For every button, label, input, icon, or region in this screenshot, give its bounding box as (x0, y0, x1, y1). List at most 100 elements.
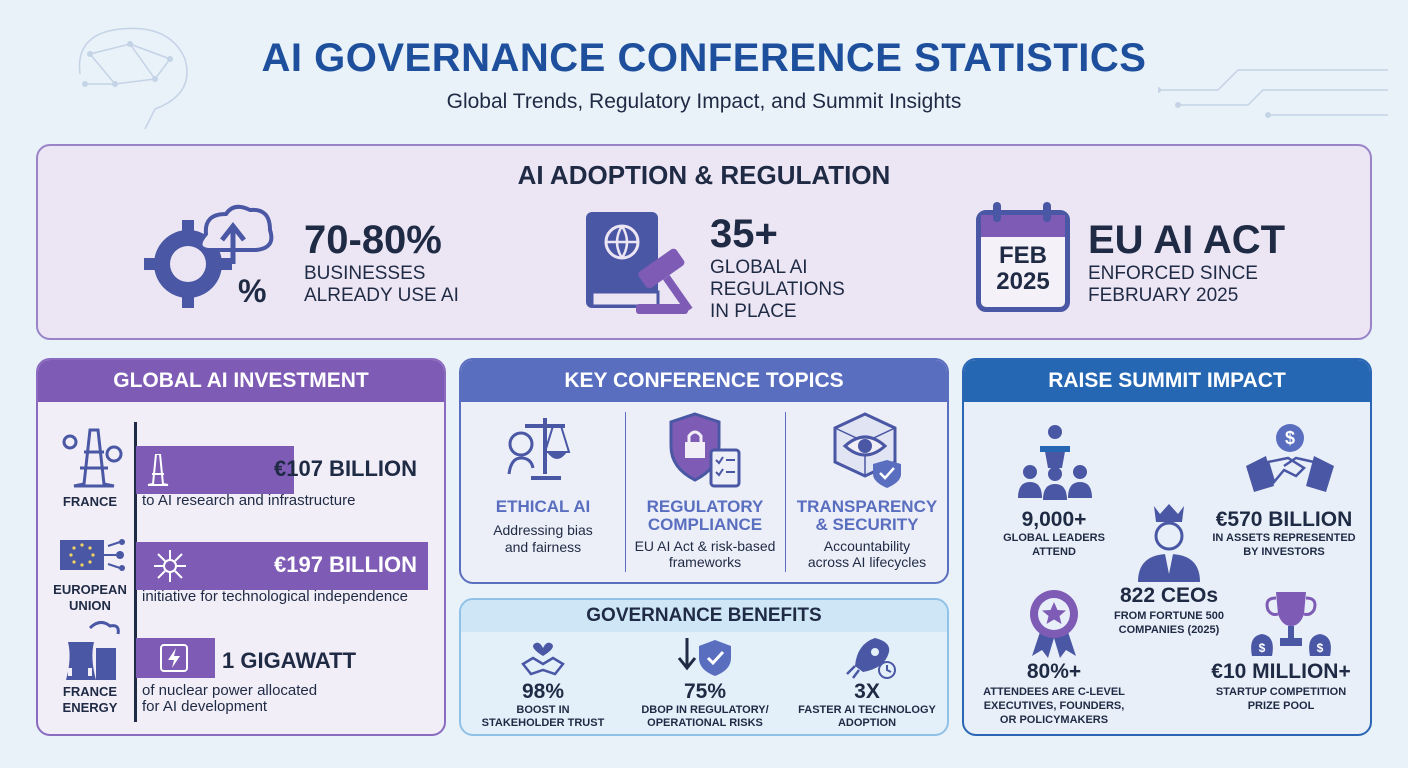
raise-value: €10 MILLION+ (1211, 660, 1351, 683)
raise-value: 80%+ (1026, 660, 1082, 683)
calendar-ring (1043, 202, 1051, 222)
eye-cube-shield-icon (833, 412, 901, 488)
regulations-stat-line: IN PLACE (710, 301, 797, 322)
svg-text:%: % (238, 273, 266, 309)
raise-desc: OR POLICYMAKERS (999, 714, 1109, 726)
raise-desc: ATTEND (1032, 546, 1076, 558)
benefit-desc: FASTER AI TECHNOLOGY (798, 704, 936, 716)
topic-title: REGULATORY (646, 497, 764, 516)
raise-desc: GLOBAL LEADERS (1003, 532, 1105, 544)
investment-bar (136, 446, 294, 494)
eu-act-stat-line: FEBRUARY 2025 (1088, 285, 1239, 306)
benefit-value: 75% (683, 680, 727, 703)
raise-desc: FROM FORTUNE 500 (1113, 610, 1224, 622)
regulations-stat-line: GLOBAL AI (710, 257, 808, 278)
lightning-icon (160, 644, 188, 672)
handshake-dollar-icon: $ (1246, 424, 1334, 492)
topic-desc: across AI lifecycles (807, 554, 927, 570)
arrow-down-shield-icon (677, 638, 731, 676)
calendar-year: 2025 (996, 268, 1050, 295)
investment-amount: €197 BILLION (274, 552, 418, 577)
calendar-icon: FEB 2025 (976, 210, 1070, 312)
raise-value: 9,000+ (1021, 508, 1087, 531)
benefit-desc: DBOP IN REGULATORY/ (641, 704, 769, 716)
investment-heading: GLOBAL AI INVESTMENT (38, 360, 444, 402)
investment-desc: to AI research and infrastructure (142, 492, 356, 509)
benefits-heading: GOVERNANCE BENEFITS (461, 600, 947, 632)
investment-amount: €107 BILLION (274, 456, 418, 481)
investment-desc: for AI development (142, 698, 268, 715)
svg-text:$: $ (1285, 428, 1295, 448)
eu-act-stat-line: ENFORCED SINCE (1088, 263, 1258, 284)
investment-label: FRANCE (62, 684, 118, 699)
investment-bar (136, 542, 428, 590)
calendar-ring (993, 202, 1001, 222)
raise-desc: IN ASSETS REPRESENTED (1212, 532, 1356, 544)
investment-desc: of nuclear power allocated (142, 682, 318, 699)
investment-label: EUROPEAN (53, 582, 127, 597)
topic-desc: frameworks (668, 554, 742, 570)
raise-desc: STARTUP COMPETITION (1215, 686, 1347, 698)
svg-text:$: $ (1317, 641, 1324, 655)
trophy-money-bags-icon: $ $ (1251, 592, 1331, 656)
rocket-clock-icon (846, 638, 896, 679)
investment-amount: 1 GIGAWATT (222, 648, 357, 673)
award-ribbon-icon (1030, 590, 1078, 658)
topic-title: COMPLIANCE (647, 515, 763, 534)
divider (625, 412, 626, 572)
topic-desc: Accountability (823, 538, 911, 554)
investment-desc: initiative for technological independenc… (142, 588, 409, 605)
nuclear-plant-icon (66, 621, 120, 680)
topic-title: ETHICAL AI (495, 497, 591, 516)
calendar-month: FEB (999, 242, 1047, 269)
regulations-stat-line: REGULATIONS (710, 279, 845, 300)
page-title: AI GOVERNANCE CONFERENCE STATISTICS (261, 36, 1147, 80)
raise-desc: PRIZE POOL (1247, 700, 1315, 712)
benefits-card: GOVERNANCE BENEFITS 98% BOOST IN STAKEHO… (459, 598, 949, 736)
benefit-value: 98% (521, 680, 565, 703)
eiffel-tower-icon (147, 454, 169, 486)
topics-heading: KEY CONFERENCE TOPICS (461, 360, 947, 402)
benefit-value: 3X (854, 680, 880, 703)
benefit-desc: STAKEHOLDER TRUST (481, 717, 605, 729)
raise-desc: COMPANIES (2025) (1118, 624, 1220, 636)
regulations-stat-value: 35+ (710, 212, 778, 256)
divider (785, 412, 786, 572)
raise-desc: EXECUTIVES, FOUNDERS, (983, 700, 1125, 712)
topic-title: TRANSPARENCY (796, 497, 938, 516)
benefit-desc: BOOST IN (516, 704, 570, 716)
raise-heading: RAISE SUMMIT IMPACT (964, 360, 1370, 402)
topic-desc: EU AI Act & risk-based (634, 538, 776, 554)
svg-text:$: $ (1259, 641, 1266, 655)
raise-value: €570 BILLION (1215, 508, 1353, 531)
crowned-ceo-icon (1138, 504, 1200, 582)
speaker-podium-audience-icon (1018, 425, 1092, 500)
raise-value: 822 CEOs (1119, 584, 1219, 607)
investment-label: ENERGY (62, 700, 118, 715)
brain-network-icon (78, 27, 188, 130)
raise-desc: ATTENDEES ARE C-LEVEL (983, 686, 1125, 698)
investment-bar (136, 638, 215, 678)
benefit-desc: ADOPTION (837, 717, 897, 729)
raise-card: RAISE SUMMIT IMPACT 9,000+ GLOBAL LEADER… (962, 358, 1372, 736)
topic-desc: Addressing bias (493, 522, 593, 538)
investment-label: UNION (69, 598, 111, 613)
timeline-axis (134, 422, 137, 722)
adoption-stat-line: ALREADY USE AI (304, 285, 459, 306)
adoption-stat-value: 70-80% (304, 218, 442, 262)
gear-cloud-percent-icon: % (144, 204, 274, 309)
adoption-stat-line: BUSINESSES (304, 263, 426, 284)
page-subtitle: Global Trends, Regulatory Impact, and Su… (446, 90, 962, 113)
adoption-panel: AI ADOPTION & REGULATION % 70-80% BUSINE… (36, 144, 1372, 340)
adoption-heading: AI ADOPTION & REGULATION (517, 160, 891, 190)
balance-scale-icon (507, 418, 571, 480)
eiffel-tower-gear-icon (62, 428, 123, 488)
topic-desc: and fairness (504, 539, 582, 555)
eu-network-icon (60, 539, 125, 571)
raise-desc: BY INVESTORS (1243, 546, 1325, 558)
eu-act-stat-value: EU AI ACT (1088, 218, 1286, 262)
handshake-heart-icon (521, 642, 565, 676)
investment-label: FRANCE (62, 494, 118, 509)
topics-card: KEY CONFERENCE TOPICS ETHICAL AI Address… (459, 358, 949, 584)
network-node-icon (154, 550, 186, 582)
